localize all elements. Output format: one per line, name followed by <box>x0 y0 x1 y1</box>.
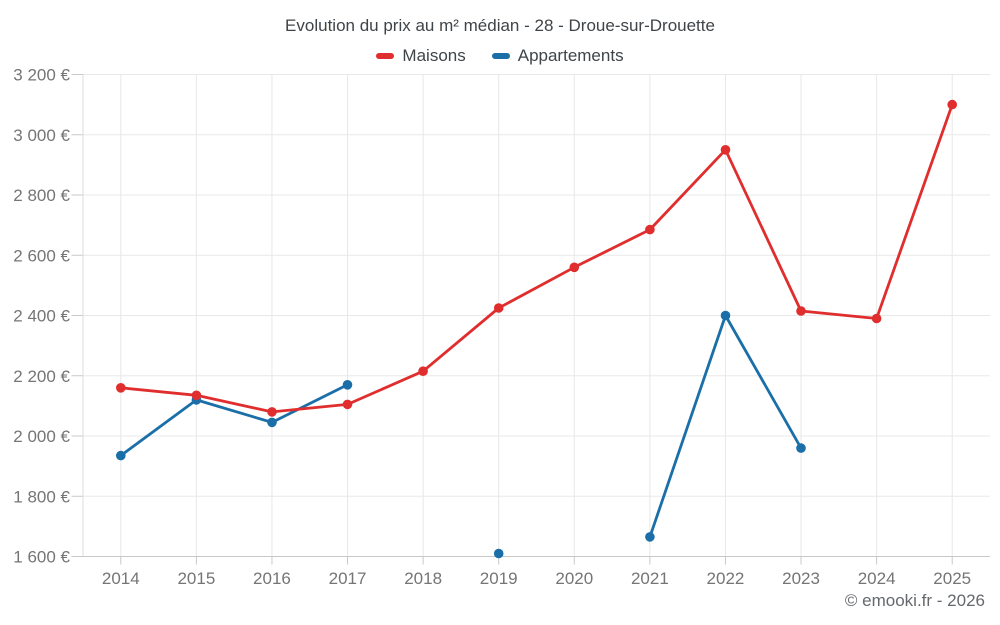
chart-title: Evolution du prix au m² médian - 28 - Dr… <box>285 16 715 35</box>
data-point-appartements-2021[interactable] <box>645 532 655 542</box>
data-point-maisons-2019[interactable] <box>493 303 504 313</box>
series-line-appartements <box>119 314 803 539</box>
data-point-appartements-2016[interactable] <box>267 417 277 428</box>
data-point-maisons-2018[interactable] <box>418 366 428 377</box>
legend-label-maisons: Maisons <box>402 46 466 65</box>
y-axis-label-2200: 2 200 € <box>13 367 70 386</box>
data-point-maisons-2021[interactable] <box>645 224 655 235</box>
watermark: © emooki.fr - 2026 <box>844 591 985 610</box>
data-point-appartements-2017[interactable] <box>342 380 353 390</box>
data-point-maisons-2023[interactable] <box>796 306 806 316</box>
x-axis-label-2014: 2014 <box>102 569 140 588</box>
y-axis-label-1600: 1 600 € <box>13 548 70 567</box>
legend-item-maisons[interactable]: Maisons <box>376 46 466 66</box>
y-axis-label-2800: 2 800 € <box>13 186 70 205</box>
x-axis-label-2025: 2025 <box>933 569 971 588</box>
x-axis-label-2021: 2021 <box>631 569 669 588</box>
legend: Maisons Appartements <box>0 46 1000 66</box>
y-axis-label-3000: 3 000 € <box>13 126 70 145</box>
y-axis-label-1800: 1 800 € <box>13 487 70 506</box>
y-axis-label-2000: 2 000 € <box>13 427 70 446</box>
data-point-maisons-2022[interactable] <box>720 145 731 155</box>
data-point-maisons-2025[interactable] <box>947 99 957 110</box>
data-point-appartements-2019[interactable] <box>493 548 504 559</box>
y-axis-label-2400: 2 400 € <box>13 307 70 326</box>
maisons-series-swatch-icon <box>376 53 395 59</box>
data-point-maisons-2015[interactable] <box>191 390 202 401</box>
legend-item-appartements[interactable]: Appartements <box>491 46 624 66</box>
data-point-maisons-2020[interactable] <box>569 262 580 273</box>
x-axis-label-2019: 2019 <box>480 569 518 588</box>
y-axis-label-2600: 2 600 € <box>13 246 70 265</box>
x-axis-label-2016: 2016 <box>253 569 291 588</box>
appartements-series-swatch-icon <box>491 53 510 59</box>
data-point-maisons-2014[interactable] <box>116 383 126 393</box>
series-line-maisons <box>119 103 954 414</box>
x-axis-label-2023: 2023 <box>782 569 820 588</box>
data-point-maisons-2017[interactable] <box>342 399 353 410</box>
data-point-maisons-2024[interactable] <box>871 313 882 324</box>
x-axis-label-2018: 2018 <box>404 569 442 588</box>
data-point-appartements-2023[interactable] <box>796 443 806 453</box>
x-axis-label-2022: 2022 <box>707 569 745 588</box>
legend-label-appartements: Appartements <box>517 46 624 65</box>
x-axis-label-2017: 2017 <box>329 569 367 588</box>
x-axis-label-2015: 2015 <box>177 569 215 588</box>
data-point-appartements-2022[interactable] <box>720 310 731 321</box>
x-axis-label-2020: 2020 <box>555 569 593 588</box>
y-axis-label-3200: 3 200 € <box>13 66 70 85</box>
x-axis-label-2024: 2024 <box>858 569 896 588</box>
data-point-appartements-2014[interactable] <box>116 450 126 461</box>
data-point-maisons-2016[interactable] <box>267 407 277 417</box>
